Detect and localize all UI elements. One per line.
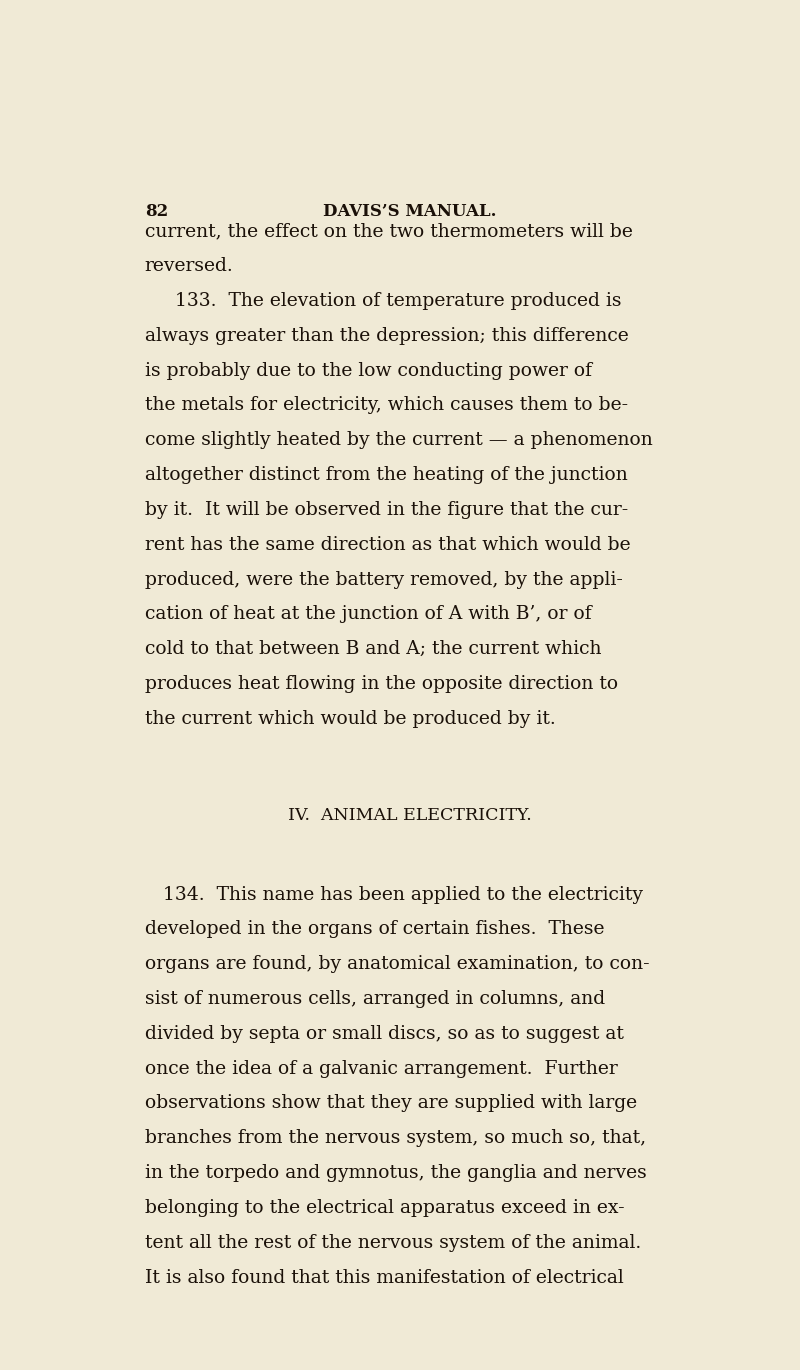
Text: is probably due to the low conducting power of: is probably due to the low conducting po… (145, 362, 592, 379)
Text: sist of numerous cells, arranged in columns, and: sist of numerous cells, arranged in colu… (145, 991, 605, 1008)
Text: once the idea of a galvanic arrangement.  Further: once the idea of a galvanic arrangement.… (145, 1059, 618, 1078)
Text: DAVIS’S MANUAL.: DAVIS’S MANUAL. (323, 203, 497, 221)
Text: always greater than the depression; this difference: always greater than the depression; this… (145, 327, 628, 345)
Text: in the torpedo and gymnotus, the ganglia and nerves: in the torpedo and gymnotus, the ganglia… (145, 1164, 646, 1182)
Text: 133.  The elevation of temperature produced is: 133. The elevation of temperature produc… (145, 292, 621, 310)
Text: observations show that they are supplied with large: observations show that they are supplied… (145, 1095, 637, 1112)
Text: rent has the same direction as that which would be: rent has the same direction as that whic… (145, 536, 630, 553)
Text: belonging to the electrical apparatus exceed in ex-: belonging to the electrical apparatus ex… (145, 1199, 624, 1217)
Text: produces heat flowing in the opposite direction to: produces heat flowing in the opposite di… (145, 675, 618, 693)
Text: tent all the rest of the nervous system of the animal.: tent all the rest of the nervous system … (145, 1234, 641, 1252)
Text: divided by septa or small discs, so as to suggest at: divided by septa or small discs, so as t… (145, 1025, 623, 1043)
Text: It is also found that this manifestation of electrical: It is also found that this manifestation… (145, 1269, 623, 1286)
Text: IV.  ANIMAL ELECTRICITY.: IV. ANIMAL ELECTRICITY. (288, 807, 532, 825)
Text: branches from the nervous system, so much so, that,: branches from the nervous system, so muc… (145, 1129, 646, 1147)
Text: 82: 82 (145, 203, 168, 221)
Text: the metals for electricity, which causes them to be-: the metals for electricity, which causes… (145, 396, 628, 415)
Text: by it.  It will be observed in the figure that the cur-: by it. It will be observed in the figure… (145, 501, 628, 519)
Text: cold to that between B and A; the current which: cold to that between B and A; the curren… (145, 640, 601, 658)
Text: the current which would be produced by it.: the current which would be produced by i… (145, 710, 555, 727)
Text: developed in the organs of certain fishes.  These: developed in the organs of certain fishe… (145, 921, 604, 938)
Text: produced, were the battery removed, by the appli-: produced, were the battery removed, by t… (145, 570, 622, 589)
Text: come slightly heated by the current — a phenomenon: come slightly heated by the current — a … (145, 432, 652, 449)
Text: reversed.: reversed. (145, 258, 234, 275)
Text: cation of heat at the junction of A with B’, or of: cation of heat at the junction of A with… (145, 606, 591, 623)
Text: current, the effect on the two thermometers will be: current, the effect on the two thermomet… (145, 222, 633, 240)
Text: altogether distinct from the heating of the junction: altogether distinct from the heating of … (145, 466, 627, 484)
Text: organs are found, by anatomical examination, to con-: organs are found, by anatomical examinat… (145, 955, 650, 973)
Text: 134.  This name has been applied to the electricity: 134. This name has been applied to the e… (145, 885, 642, 904)
